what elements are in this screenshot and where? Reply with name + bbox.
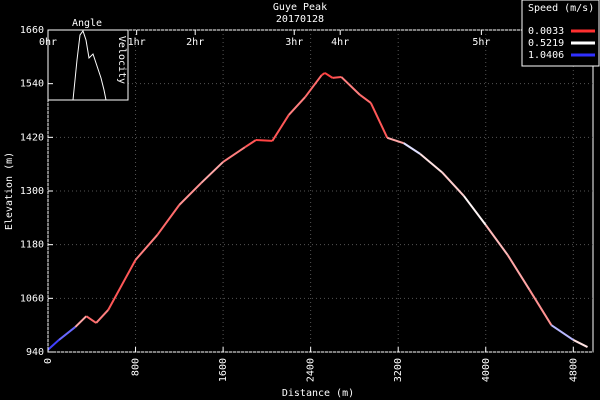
line-segment — [222, 146, 246, 163]
line-segment — [484, 224, 509, 256]
time-tick-label: 0hr — [39, 37, 57, 48]
line-segment — [403, 142, 421, 155]
line-segment — [359, 94, 372, 104]
time-tick-label: 5hr — [472, 37, 490, 48]
line-segment — [178, 182, 202, 206]
inset-x-label: Angle — [72, 18, 102, 29]
time-tick-label: 1hr — [128, 37, 146, 48]
line-segment — [95, 309, 109, 324]
x-tick-label: 1600 — [218, 358, 229, 382]
x-tick-label: 3200 — [393, 358, 404, 382]
legend-label: 0.5219 — [528, 38, 564, 49]
grid — [47, 29, 593, 353]
x-tick-label: 4000 — [481, 358, 492, 382]
line-segment — [550, 324, 574, 341]
inset-frame — [47, 29, 129, 101]
line-segment — [441, 171, 465, 197]
time-tick-label: 4hr — [331, 37, 349, 48]
legend-label: 0.0033 — [528, 26, 564, 37]
series — [47, 72, 588, 351]
time-tick-label: 3hr — [285, 37, 303, 48]
line-segment — [324, 72, 334, 79]
x-tick-label: 0 — [43, 358, 54, 364]
chart-title: Guye Peak — [273, 2, 327, 13]
y-tick-label: 1420 — [20, 132, 44, 143]
x-tick-label: 2400 — [306, 358, 317, 382]
line-segment — [107, 259, 137, 311]
line-segment — [572, 339, 588, 348]
line-segment — [74, 315, 88, 328]
y-tick-label: 1540 — [20, 79, 44, 90]
x-tick-label: 800 — [131, 358, 142, 376]
line-segment — [85, 315, 97, 324]
time-tick-label: 2hr — [186, 37, 204, 48]
line-segment — [369, 102, 389, 139]
line-segment — [419, 153, 443, 173]
line-segment — [321, 72, 326, 76]
line-segment — [332, 75, 342, 79]
inset: Angle Velocity — [47, 18, 129, 101]
line-segment — [156, 204, 181, 236]
line-segment — [304, 74, 323, 98]
y-tick-label: 1660 — [20, 25, 44, 36]
line-segment — [463, 195, 487, 226]
line-segment — [271, 114, 290, 142]
x-tick-label: 4800 — [568, 358, 579, 382]
inset-plot — [72, 29, 107, 101]
line-segment — [340, 76, 361, 96]
chart-subtitle: 20170128 — [276, 14, 324, 25]
line-segment — [47, 339, 60, 351]
line-segment — [288, 96, 306, 116]
legend-title: Speed (m/s) — [528, 3, 594, 14]
y-axis-label: Elevation (m) — [4, 152, 15, 230]
x-axis-label: Distance (m) — [282, 388, 354, 399]
line-segment — [528, 289, 553, 326]
y-tick-label: 1300 — [20, 186, 44, 197]
y-tick-label: 1060 — [20, 293, 44, 304]
legend-label: 1.0406 — [528, 50, 564, 61]
line-segment — [386, 136, 404, 145]
inset-y-label: Velocity — [116, 36, 127, 84]
line-segment — [200, 161, 224, 184]
line-segment — [58, 326, 76, 341]
line-segment — [506, 254, 531, 291]
line-segment — [134, 234, 159, 261]
y-tick-label: 1180 — [20, 240, 44, 251]
line-segment — [244, 139, 257, 149]
y-tick-label: 940 — [26, 347, 44, 358]
line-segment — [255, 139, 273, 142]
